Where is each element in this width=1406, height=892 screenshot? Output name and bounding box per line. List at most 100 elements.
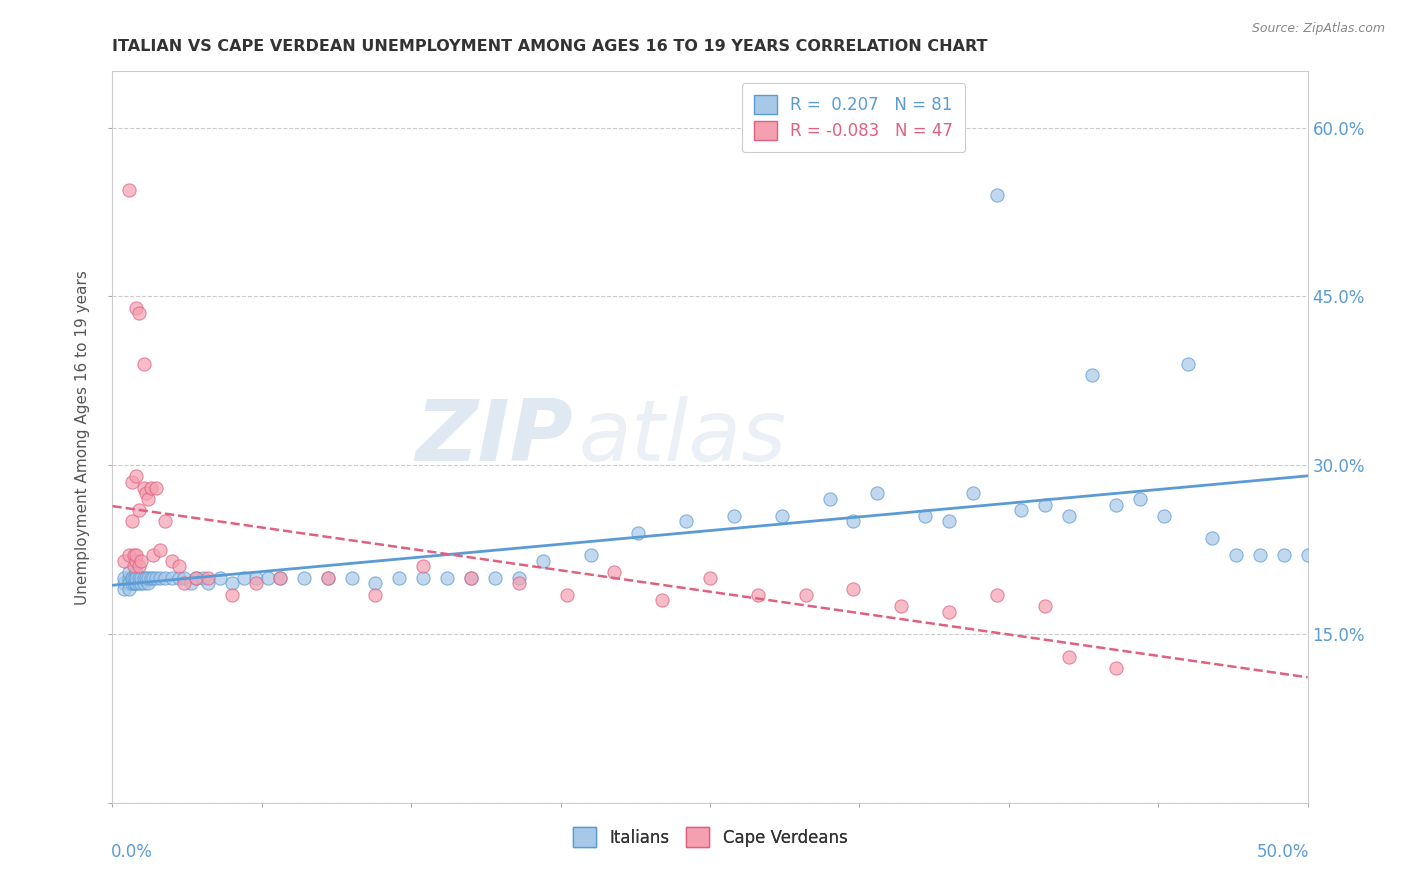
Point bbox=[125, 576, 148, 591]
Point bbox=[962, 486, 984, 500]
Point bbox=[125, 469, 148, 483]
Point bbox=[221, 576, 243, 591]
Point bbox=[1057, 508, 1080, 523]
Point bbox=[193, 571, 215, 585]
Point bbox=[1105, 498, 1128, 512]
Point bbox=[197, 576, 219, 591]
Point bbox=[245, 571, 267, 585]
Point bbox=[132, 571, 155, 585]
Point bbox=[122, 576, 145, 591]
Text: 0.0%: 0.0% bbox=[111, 843, 153, 861]
Point bbox=[1249, 548, 1271, 562]
Point bbox=[169, 559, 191, 574]
Point bbox=[138, 491, 160, 506]
Point bbox=[128, 571, 150, 585]
Point bbox=[149, 542, 172, 557]
Point bbox=[125, 576, 148, 591]
Point bbox=[121, 515, 143, 529]
Point bbox=[114, 582, 135, 596]
Point bbox=[149, 571, 172, 585]
Text: ZIP: ZIP bbox=[415, 395, 572, 479]
Point bbox=[114, 571, 135, 585]
Point bbox=[186, 571, 208, 585]
Point bbox=[233, 571, 256, 585]
Point bbox=[484, 571, 506, 585]
Point bbox=[129, 554, 152, 568]
Point bbox=[1272, 548, 1295, 562]
Point bbox=[128, 503, 150, 517]
Point bbox=[1201, 532, 1223, 546]
Point bbox=[118, 548, 141, 562]
Point bbox=[135, 486, 157, 500]
Text: 50.0%: 50.0% bbox=[1257, 843, 1309, 861]
Point bbox=[128, 576, 150, 591]
Point bbox=[269, 571, 291, 585]
Point bbox=[132, 357, 155, 371]
Point bbox=[460, 571, 482, 585]
Point bbox=[122, 571, 145, 585]
Point bbox=[269, 571, 291, 585]
Point bbox=[173, 571, 195, 585]
Text: Source: ZipAtlas.com: Source: ZipAtlas.com bbox=[1251, 22, 1385, 36]
Point bbox=[890, 599, 912, 613]
Point bbox=[118, 576, 141, 591]
Point bbox=[257, 571, 280, 585]
Point bbox=[1105, 661, 1128, 675]
Point bbox=[162, 571, 183, 585]
Point bbox=[162, 554, 183, 568]
Point bbox=[531, 554, 554, 568]
Point bbox=[938, 605, 960, 619]
Point bbox=[132, 576, 155, 591]
Point bbox=[138, 576, 160, 591]
Point bbox=[794, 588, 817, 602]
Point bbox=[125, 571, 148, 585]
Point bbox=[139, 571, 162, 585]
Point bbox=[197, 571, 219, 585]
Point bbox=[1153, 508, 1175, 523]
Point bbox=[121, 571, 143, 585]
Point bbox=[114, 554, 135, 568]
Point bbox=[436, 571, 458, 585]
Point bbox=[145, 571, 167, 585]
Point bbox=[173, 576, 195, 591]
Point bbox=[169, 571, 191, 585]
Point bbox=[125, 571, 148, 585]
Point bbox=[121, 475, 143, 489]
Point bbox=[770, 508, 793, 523]
Point bbox=[699, 571, 721, 585]
Point bbox=[364, 588, 387, 602]
Point bbox=[118, 571, 141, 585]
Point bbox=[316, 571, 339, 585]
Point bbox=[125, 301, 148, 315]
Point bbox=[388, 571, 411, 585]
Point bbox=[651, 593, 673, 607]
Point bbox=[245, 576, 267, 591]
Point bbox=[364, 576, 387, 591]
Point bbox=[209, 571, 232, 585]
Point bbox=[121, 576, 143, 591]
Point bbox=[316, 571, 339, 585]
Point bbox=[986, 188, 1008, 202]
Point bbox=[139, 481, 162, 495]
Point bbox=[138, 571, 160, 585]
Point bbox=[118, 582, 141, 596]
Point bbox=[153, 515, 176, 529]
Point bbox=[128, 559, 150, 574]
Point bbox=[818, 491, 841, 506]
Point bbox=[938, 515, 960, 529]
Point bbox=[842, 582, 865, 596]
Point bbox=[129, 571, 152, 585]
Point bbox=[723, 508, 745, 523]
Point bbox=[145, 481, 167, 495]
Point bbox=[186, 571, 208, 585]
Point bbox=[914, 508, 936, 523]
Point bbox=[555, 588, 578, 602]
Point bbox=[866, 486, 889, 500]
Point bbox=[1081, 368, 1104, 383]
Point bbox=[125, 554, 148, 568]
Text: ITALIAN VS CAPE VERDEAN UNEMPLOYMENT AMONG AGES 16 TO 19 YEARS CORRELATION CHART: ITALIAN VS CAPE VERDEAN UNEMPLOYMENT AMO… bbox=[112, 38, 988, 54]
Point bbox=[986, 588, 1008, 602]
Point bbox=[340, 571, 363, 585]
Point bbox=[118, 576, 141, 591]
Point bbox=[603, 565, 626, 579]
